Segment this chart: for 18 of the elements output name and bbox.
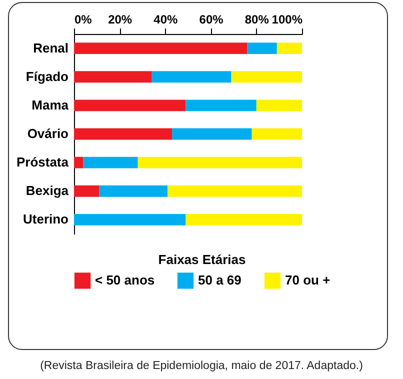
y-tick-label: Renal	[33, 40, 68, 56]
y-tick-label: Fígado	[26, 68, 69, 84]
x-tick-label: 40%	[154, 12, 178, 26]
y-tick-label: Mama	[32, 97, 70, 112]
y-tick-label: Bexiga	[26, 183, 70, 198]
legend-label: 50 a 69	[198, 272, 242, 288]
y-tick-label: Ovário	[27, 126, 69, 141]
legend-title: Faixas Etárias	[158, 252, 246, 267]
text: (Revista Brasileira de Epidemiologia, maio de 2017. Adaptado.)	[39, 360, 364, 372]
x-tick-label: 20%	[108, 12, 132, 26]
x-tick-label: 80%	[244, 12, 270, 26]
legend-label: < 50 anos	[95, 272, 155, 288]
y-tick-label: Uterino	[23, 212, 69, 227]
x-tick-label: 0%	[74, 12, 92, 26]
legend-label: 70 ou +	[285, 272, 331, 288]
x-tick-label: 60%	[199, 12, 224, 26]
y-tick-label: Próstata	[16, 154, 70, 170]
x-tick-label: 100%	[272, 12, 303, 26]
